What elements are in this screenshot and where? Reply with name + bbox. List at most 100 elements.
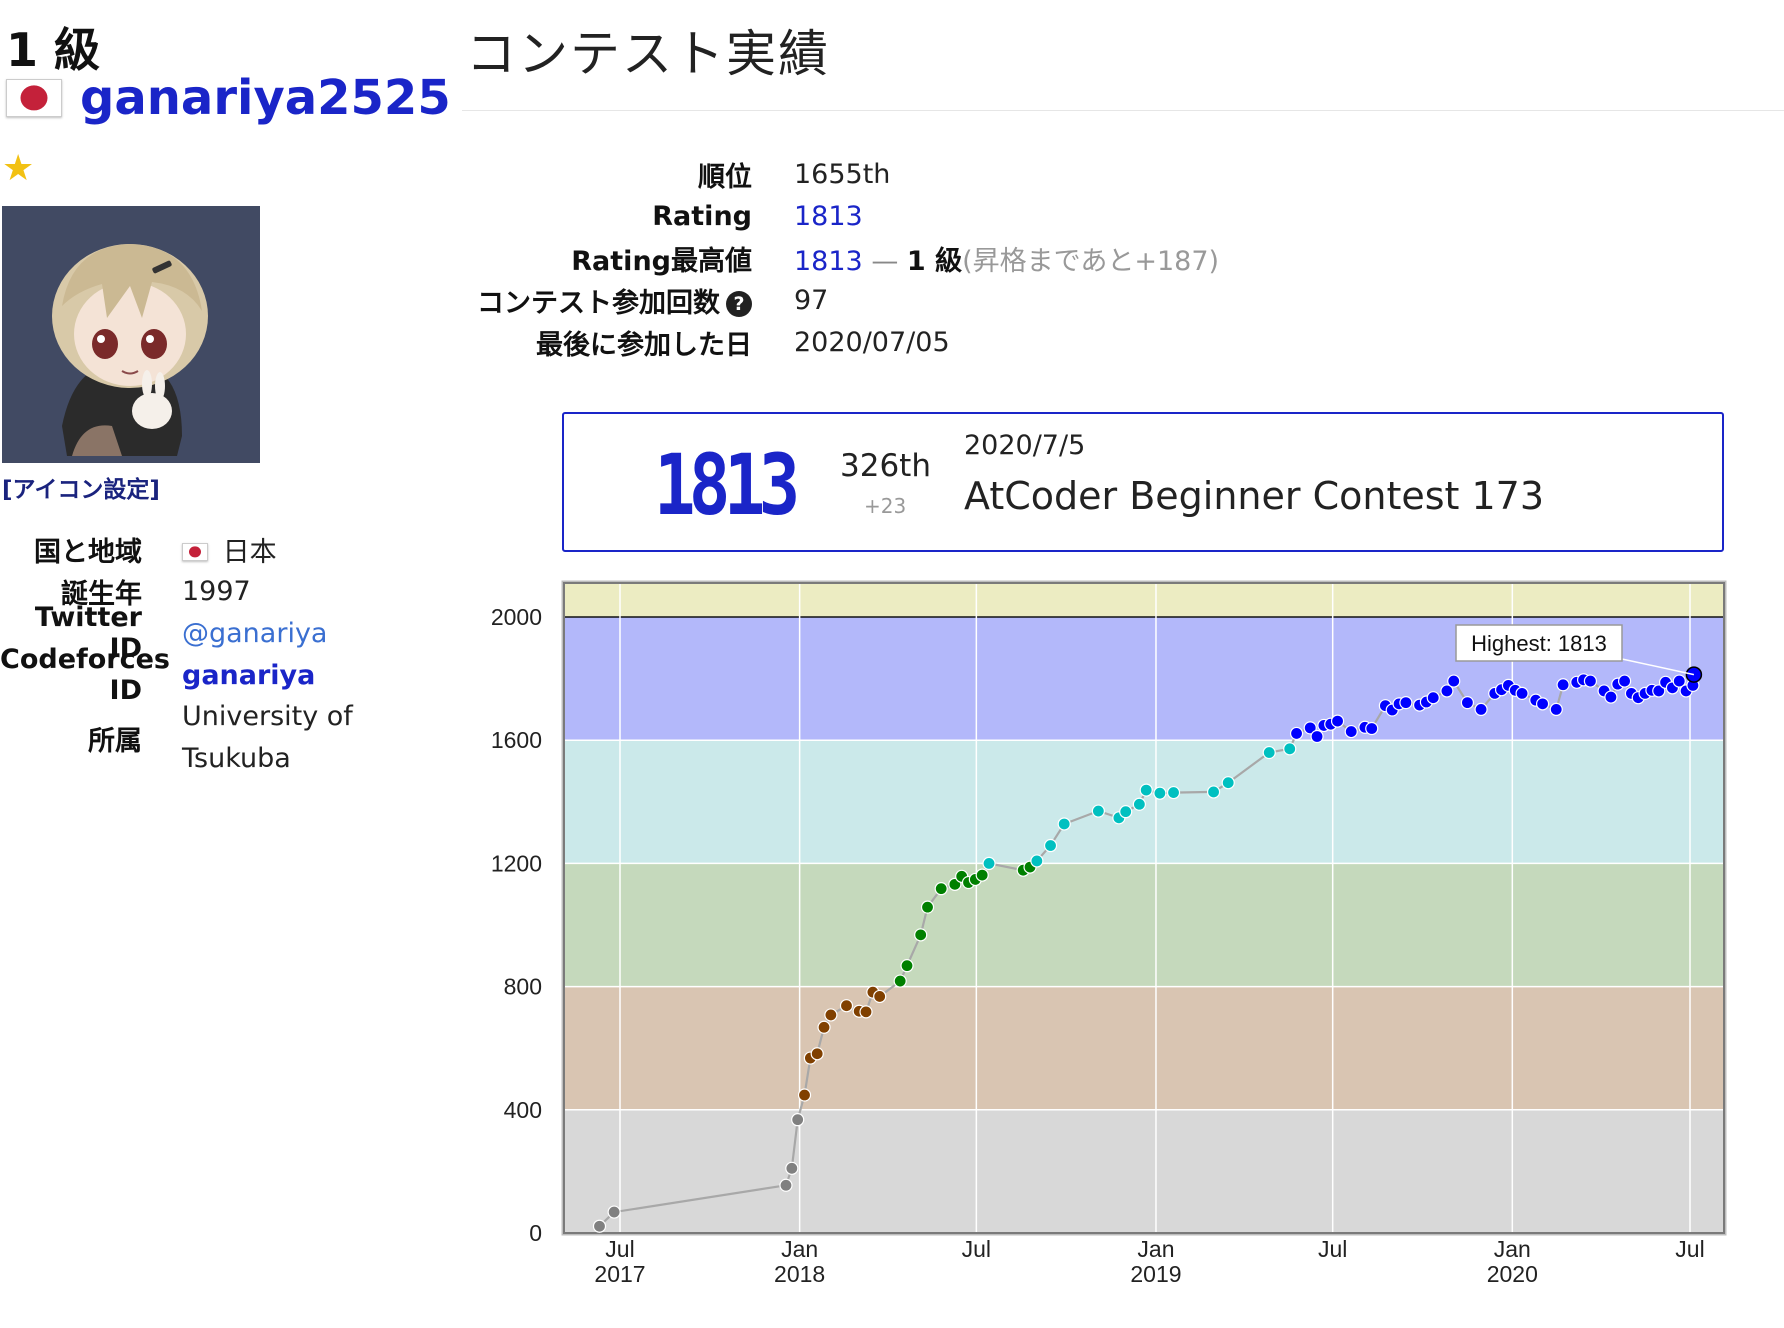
- highest-label-box: [1455, 624, 1623, 662]
- x-tick-label: Jan: [781, 1236, 818, 1262]
- data-point: [914, 928, 928, 942]
- data-point: [961, 875, 976, 890]
- stats-row-rating: Rating 1813: [462, 195, 1219, 237]
- data-point: [934, 882, 948, 896]
- data-point: [1132, 797, 1146, 811]
- profile-sidebar: 1 級 ganariya2525 ★ [アイコン設定] 国と地域: [0, 0, 451, 1328]
- promotion-note: (昇格まであと+187): [962, 245, 1220, 277]
- data-point: [1638, 686, 1652, 700]
- data-point: [893, 974, 907, 988]
- profile-value: University of Tsukuba: [182, 701, 353, 774]
- divider: [462, 110, 1784, 111]
- help-icon[interactable]: ?: [726, 291, 752, 317]
- data-point: [1583, 674, 1598, 688]
- stats-key: Rating最高値: [571, 245, 752, 277]
- data-point: [1119, 805, 1133, 819]
- data-point: [1672, 674, 1686, 688]
- stats-row-last: 最後に参加した日 2020/07/05: [462, 321, 1219, 363]
- rating-band-2: [564, 863, 1724, 987]
- data-point: [1330, 714, 1345, 728]
- data-point: [1535, 697, 1550, 711]
- x-tick-label: Jul: [962, 1236, 991, 1262]
- latest-rating: 1813: [654, 436, 800, 534]
- data-point: [1447, 674, 1461, 688]
- data-point: [607, 1205, 621, 1219]
- x-tick-label: Jul: [605, 1236, 634, 1262]
- avatar: [2, 206, 260, 463]
- data-point: [785, 1161, 799, 1175]
- data-point: [1166, 785, 1181, 800]
- y-tick-label: 1200: [491, 850, 542, 876]
- data-point: [1392, 697, 1406, 711]
- latest-contest-name[interactable]: AtCoder Beginner Contest 173: [964, 474, 1545, 518]
- data-point: [1289, 726, 1304, 741]
- data-point: [975, 868, 989, 882]
- data-point: [1023, 860, 1037, 874]
- profile-row-codeforces: Codeforces ID ganariya: [0, 644, 440, 706]
- data-point: [1474, 702, 1488, 717]
- data-point: [1556, 678, 1570, 692]
- latest-place: 326th: [840, 448, 931, 484]
- profile-key: 誕生年: [61, 578, 142, 610]
- data-point: [1091, 804, 1105, 818]
- data-point: [982, 856, 996, 871]
- data-point: [1262, 745, 1276, 760]
- data-point: [920, 900, 935, 914]
- data-point: [1611, 677, 1625, 691]
- data-point: [948, 877, 962, 891]
- highest-connector: [1621, 658, 1695, 676]
- data-point: [1685, 666, 1703, 683]
- data-point: [1358, 720, 1372, 734]
- data-point: [1412, 698, 1427, 712]
- x-tick-label: Jan: [1137, 1236, 1174, 1262]
- data-point: [1570, 675, 1584, 689]
- username-link[interactable]: ganariya2525: [80, 70, 451, 126]
- data-point: [1508, 683, 1522, 697]
- data-point: [1617, 674, 1632, 688]
- codeforces-link[interactable]: ganariya: [182, 659, 316, 691]
- data-point: [866, 985, 880, 999]
- data-point: [1043, 838, 1058, 853]
- chart-frame: [563, 582, 1725, 1234]
- country-name: 日本: [222, 536, 277, 568]
- data-point: [1378, 699, 1393, 713]
- data-point: [1679, 684, 1693, 698]
- data-point: [817, 1020, 831, 1034]
- data-point: [1057, 817, 1071, 831]
- data-point: [839, 999, 854, 1013]
- data-point: [1310, 729, 1324, 744]
- data-point: [1652, 684, 1666, 698]
- latest-contest-card: 1813 326th +23 2020/7/5 AtCoder Beginner…: [562, 412, 1724, 552]
- data-point: [791, 1113, 805, 1127]
- data-point: [810, 1047, 824, 1061]
- chart-frame-shadow: [561, 580, 1727, 1236]
- data-point: [852, 1004, 866, 1018]
- data-point: [1549, 702, 1563, 717]
- profile-table: 国と地域 日本 誕生年 1997 Twitter ID @ganariya Co…: [0, 528, 440, 780]
- rating-band-3: [564, 740, 1724, 864]
- data-point: [1488, 686, 1502, 700]
- stats-key: 最後に参加した日: [536, 329, 752, 361]
- profile-key: Twitter ID: [34, 602, 142, 664]
- data-point: [1576, 673, 1591, 687]
- stats-row-highest: Rating最高値 1813 — 1 級(昇格まであと+187): [462, 237, 1219, 279]
- profile-key: 国と地域: [34, 536, 142, 568]
- stats-key: コンテスト参加回数: [477, 287, 720, 319]
- rating-band-4: [564, 617, 1724, 741]
- data-point: [1221, 776, 1235, 790]
- data-point: [1501, 678, 1516, 692]
- stats-value: 97: [794, 284, 829, 316]
- twitter-link[interactable]: @ganariya: [182, 617, 328, 649]
- data-point: [803, 1051, 817, 1065]
- data-point: [1399, 696, 1413, 710]
- profile-row-twitter: Twitter ID @ganariya: [0, 602, 440, 664]
- x-tick-year: 2020: [1487, 1261, 1538, 1287]
- data-point: [1515, 686, 1529, 700]
- rating-band-5: [564, 583, 1724, 617]
- data-point: [1344, 724, 1358, 739]
- icon-settings-link[interactable]: [アイコン設定]: [2, 477, 160, 503]
- y-tick-label: 2000: [491, 604, 542, 630]
- data-point: [1365, 721, 1379, 736]
- rating-value: 1813: [794, 200, 863, 232]
- star-icon: ★: [2, 148, 35, 189]
